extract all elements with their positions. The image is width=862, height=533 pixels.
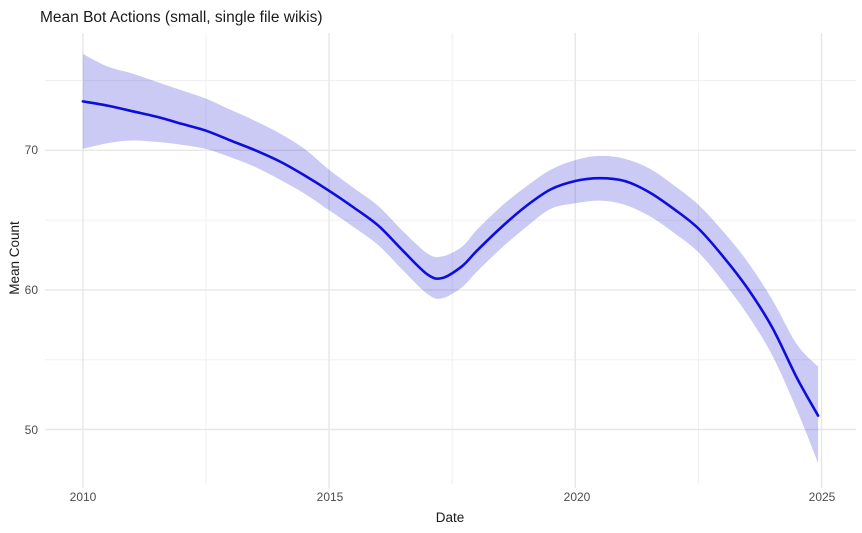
- y-axis-label: Mean Count: [7, 221, 22, 295]
- x-axis-label: Date: [436, 510, 465, 525]
- y-tick-label-60: 60: [25, 283, 39, 297]
- gridlines-major: [45, 33, 856, 488]
- x-tick-label-2010: 2010: [70, 490, 97, 504]
- chart-title: Mean Bot Actions (small, single file wik…: [40, 9, 323, 26]
- trend-line: [81, 100, 820, 417]
- x-tick-label-2025: 2025: [809, 490, 836, 504]
- x-tick-label-2015: 2015: [317, 490, 344, 504]
- gridlines-minor: [45, 33, 856, 484]
- y-tick-label-50: 50: [25, 423, 39, 437]
- x-tick-label-2020: 2020: [564, 490, 591, 504]
- series-layer: [81, 53, 820, 464]
- confidence-band: [82, 53, 819, 464]
- y-tick-label-70: 70: [25, 143, 39, 157]
